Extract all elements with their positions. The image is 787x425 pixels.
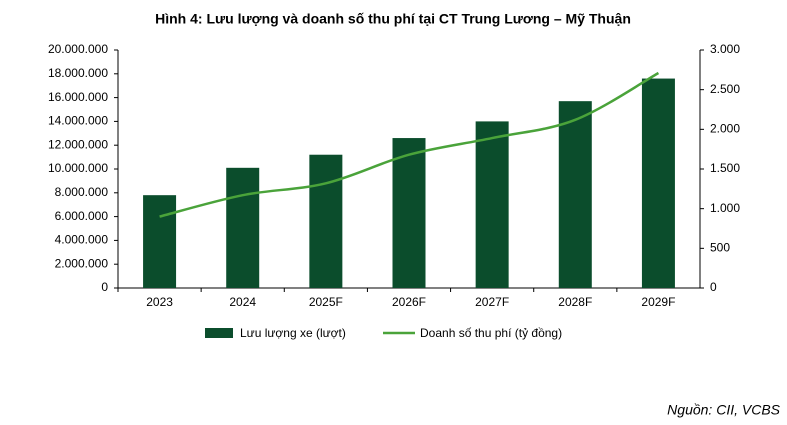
y-tick-label: 20.000.000	[48, 42, 108, 56]
y2-tick-label: 2.000	[710, 122, 740, 136]
x-tick-label: 2028F	[558, 295, 592, 309]
y-tick-label: 8.000.000	[55, 185, 109, 199]
y-tick-label: 12.000.000	[48, 137, 108, 151]
x-tick-label: 2023	[146, 295, 173, 309]
bar	[309, 154, 343, 288]
legend-label: Doanh số thu phí (tỷ đồng)	[420, 326, 562, 340]
y2-tick-label: 500	[710, 241, 730, 255]
x-tick-label: 2025F	[309, 295, 343, 309]
bar	[475, 121, 509, 289]
y2-tick-label: 3.000	[710, 42, 740, 56]
bar	[143, 195, 177, 288]
y2-tick-label: 0	[710, 280, 717, 294]
line	[159, 71, 660, 218]
legend-swatch	[205, 328, 233, 338]
bar	[558, 101, 592, 288]
y-tick-label: 10.000.000	[48, 161, 108, 175]
y-tick-label: 4.000.000	[55, 233, 109, 247]
bar	[392, 138, 426, 288]
y-tick-label: 18.000.000	[48, 66, 108, 80]
source-note: Nguồn: CII, VCBS	[667, 402, 780, 418]
x-tick-label: 2024	[229, 295, 256, 309]
y-tick-label: 0	[101, 280, 108, 294]
y-tick-label: 6.000.000	[55, 209, 109, 223]
chart-title: Hình 4: Lưu lượng và doanh số thu phí tạ…	[155, 11, 631, 27]
x-tick-label: 2026F	[392, 295, 426, 309]
bar	[226, 167, 260, 288]
y2-tick-label: 1.000	[710, 201, 740, 215]
y2-tick-label: 2.500	[710, 82, 740, 96]
y-tick-label: 14.000.000	[48, 114, 108, 128]
y-tick-label: 16.000.000	[48, 90, 108, 104]
y2-tick-label: 1.500	[710, 161, 740, 175]
x-tick-label: 2029F	[641, 295, 675, 309]
legend-label: Lưu lượng xe (lượt)	[240, 326, 346, 340]
x-tick-label: 2027F	[475, 295, 509, 309]
bar	[641, 78, 675, 288]
y-tick-label: 2.000.000	[55, 256, 109, 270]
